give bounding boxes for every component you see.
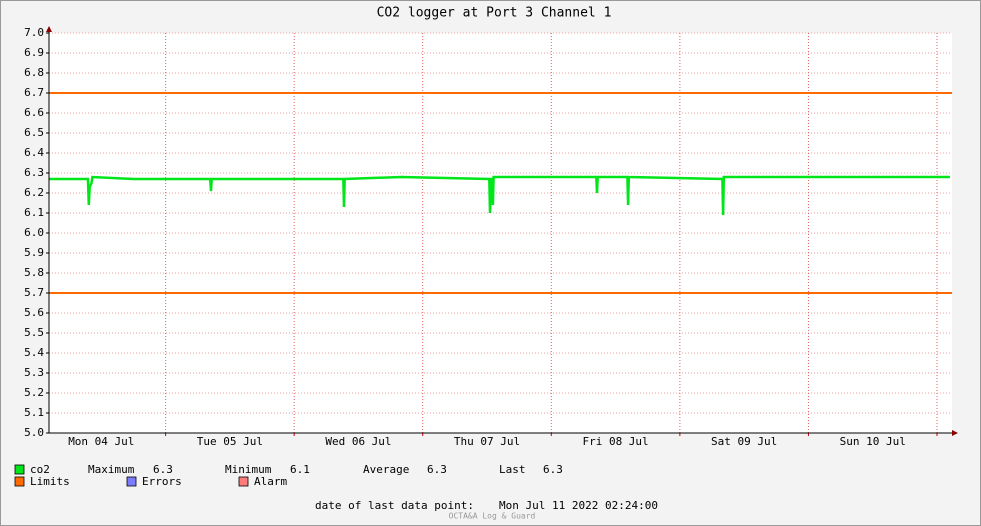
- footer-value: Mon Jul 11 2022 02:24:00: [499, 499, 658, 512]
- watermark: OCTA&A Log & Guard: [449, 512, 536, 521]
- y-tick-label: 5.2: [24, 386, 44, 399]
- y-arrow: [46, 26, 52, 32]
- stat-label: Minimum: [225, 463, 272, 476]
- y-tick-label: 6.9: [24, 46, 44, 59]
- chart-title: CO2 logger at Port 3 Channel 1: [377, 6, 612, 21]
- y-tick-label: 5.0: [24, 426, 44, 439]
- legend-swatch: [126, 476, 137, 487]
- y-tick-label: 6.1: [24, 206, 44, 219]
- y-tick-label: 5.3: [24, 366, 44, 379]
- legend-label: co2: [30, 463, 50, 476]
- legend-label: Limits: [30, 475, 70, 488]
- x-tick-label: Mon 04 Jul: [68, 435, 134, 448]
- stat-value: 6.3: [153, 463, 173, 476]
- y-tick-label: 5.5: [24, 326, 44, 339]
- legend-swatch: [14, 464, 25, 475]
- y-tick-label: 6.5: [24, 126, 44, 139]
- y-tick-label: 5.7: [24, 286, 44, 299]
- y-tick-label: 6.3: [24, 166, 44, 179]
- x-arrow: [952, 430, 958, 436]
- y-tick-label: 6.2: [24, 186, 44, 199]
- x-tick-label: Fri 08 Jul: [582, 435, 648, 448]
- data-line: [49, 175, 950, 216]
- stat-label: Average: [363, 463, 409, 476]
- stat-label: Maximum: [88, 463, 135, 476]
- stat-value: 6.1: [290, 463, 310, 476]
- y-tick-label: 6.0: [24, 226, 44, 239]
- x-tick-label: Wed 06 Jul: [325, 435, 391, 448]
- y-tick-label: 6.8: [24, 66, 44, 79]
- stat-value: 6.3: [543, 463, 563, 476]
- y-tick-label: 7.0: [24, 26, 44, 39]
- x-tick-label: Tue 05 Jul: [197, 435, 263, 448]
- y-tick-label: 5.8: [24, 266, 44, 279]
- stat-label: Last: [499, 463, 526, 476]
- legend-label: Alarm: [254, 475, 287, 488]
- y-tick-label: 6.7: [24, 86, 44, 99]
- legend-label: Errors: [142, 475, 182, 488]
- legend-swatch: [14, 476, 25, 487]
- y-tick-label: 5.4: [24, 346, 44, 359]
- y-tick-label: 6.6: [24, 106, 44, 119]
- legend-swatch: [238, 476, 249, 487]
- y-tick-label: 5.6: [24, 306, 44, 319]
- x-tick-label: Sun 10 Jul: [840, 435, 906, 448]
- y-tick-label: 5.9: [24, 246, 44, 259]
- y-tick-label: 6.4: [24, 146, 44, 159]
- x-tick-label: Thu 07 Jul: [454, 435, 520, 448]
- footer-label: date of last data point:: [315, 499, 474, 512]
- x-tick-label: Sat 09 Jul: [711, 435, 777, 448]
- stat-value: 6.3: [427, 463, 447, 476]
- y-tick-label: 5.1: [24, 406, 44, 419]
